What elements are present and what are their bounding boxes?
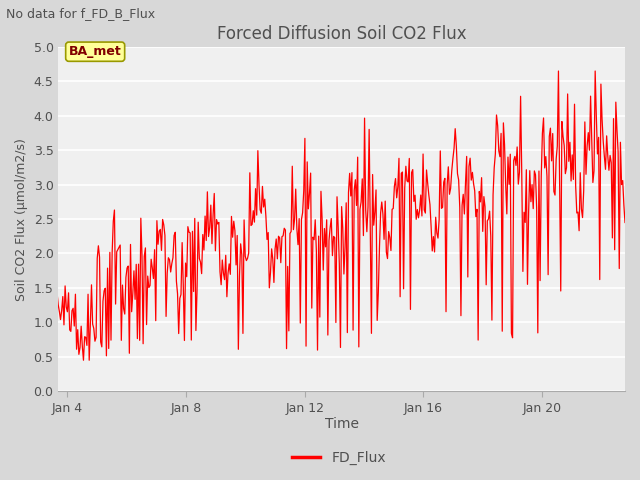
Y-axis label: Soil CO2 Flux (μmol/m2/s): Soil CO2 Flux (μmol/m2/s): [15, 138, 28, 300]
Text: BA_met: BA_met: [68, 45, 122, 58]
X-axis label: Time: Time: [324, 418, 358, 432]
Title: Forced Diffusion Soil CO2 Flux: Forced Diffusion Soil CO2 Flux: [217, 24, 467, 43]
Legend: FD_Flux: FD_Flux: [287, 445, 392, 471]
Text: No data for f_FD_B_Flux: No data for f_FD_B_Flux: [6, 7, 156, 20]
